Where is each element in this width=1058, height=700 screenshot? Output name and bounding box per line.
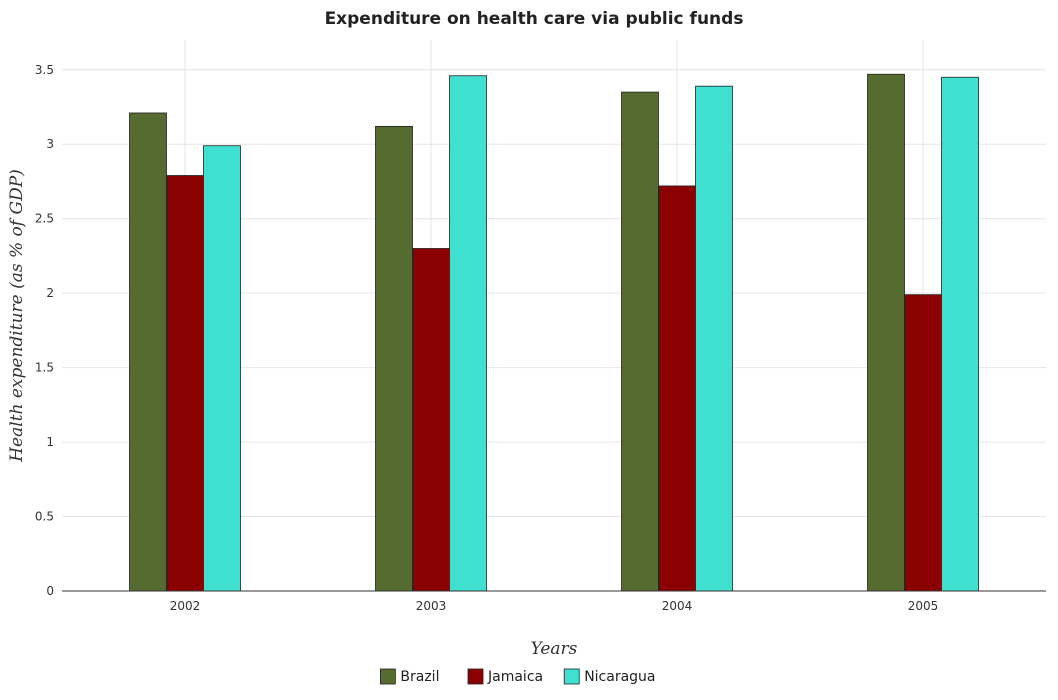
legend-swatch-brazil: [379, 668, 396, 685]
y-tick-label: 0: [46, 584, 54, 598]
y-tick-label: 1.5: [35, 361, 54, 375]
bar-brazil-2005: [867, 73, 905, 592]
bar-jamaica-2002: [166, 175, 204, 592]
y-tick-label: 0.5: [35, 510, 54, 524]
y-tick-label: 1: [46, 435, 54, 449]
legend-label-jamaica: Jamaica: [487, 669, 543, 685]
x-tick-label: 2003: [416, 599, 447, 613]
bars: [129, 73, 979, 592]
bar-jamaica-2003: [412, 248, 450, 592]
bar-jamaica-2004: [658, 185, 696, 592]
axes: 0 0.5 1 1.5 2 2.5 3 3.5 2002 2003 2004 2005: [35, 63, 1046, 613]
x-tick-label: 2004: [662, 599, 693, 613]
bar-brazil-2004: [621, 91, 659, 592]
bar-brazil-2002: [129, 112, 167, 592]
y-tick-label: 2: [46, 286, 54, 300]
bar-nicaragua-2003: [449, 75, 487, 592]
y-tick-label: 3.5: [35, 63, 54, 77]
legend-swatch-jamaica: [467, 668, 484, 685]
bar-brazil-2003: [375, 125, 413, 592]
y-axis-label: Health expenditure (as % of GDP): [7, 169, 27, 463]
x-tick-label: 2005: [908, 599, 939, 613]
y-tick-label: 3: [46, 137, 54, 151]
bar-nicaragua-2005: [941, 76, 979, 592]
legend-label-brazil: Brazil: [400, 669, 439, 685]
x-tick-label: 2002: [170, 599, 201, 613]
chart-title: Expenditure on health care via public fu…: [325, 9, 744, 29]
legend-swatch-nicaragua: [563, 668, 580, 685]
x-axis-label: Years: [531, 639, 578, 659]
legend-label-nicaragua: Nicaragua: [584, 669, 655, 685]
legend: Brazil Jamaica Nicaragua: [379, 668, 656, 685]
y-tick-label: 2.5: [35, 212, 54, 226]
bar-nicaragua-2002: [203, 145, 241, 592]
bar-nicaragua-2004: [695, 85, 733, 592]
bar-jamaica-2005: [904, 294, 942, 592]
